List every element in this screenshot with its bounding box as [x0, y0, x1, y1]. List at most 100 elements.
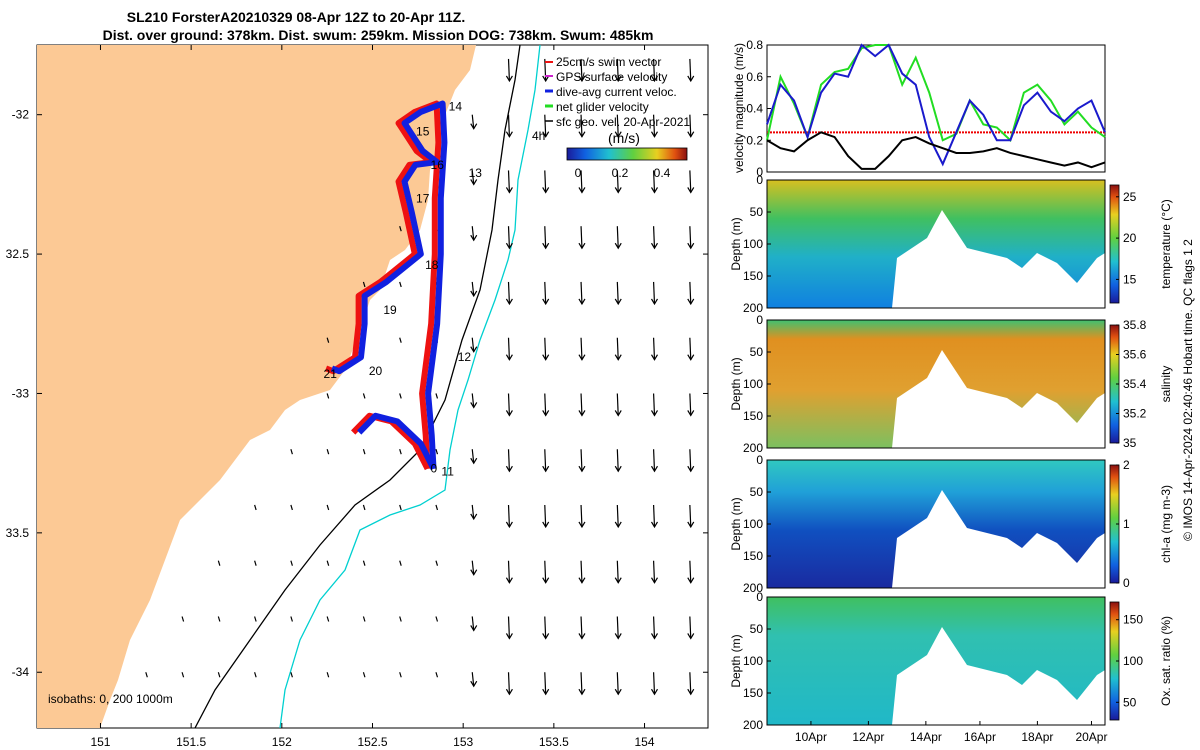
figure-subtitle: Dist. over ground: 378km. Dist. swum: 25…: [103, 27, 654, 43]
velocity-arrow: [614, 58, 622, 83]
seafloor: [767, 490, 1105, 588]
velocity-arrow: [470, 170, 478, 186]
velocity-arrow: [290, 672, 293, 678]
velocity-arrow: [326, 672, 330, 678]
section-panel-chl: 0 50 100 150 200 Depth (m) 0 1 2 chl-a (mg m-3): [729, 453, 1173, 595]
velocity-arrow: [435, 449, 439, 455]
velocity-arrow: [399, 616, 402, 622]
velocity-arrow: [470, 616, 478, 632]
velocity-arrow: [506, 3, 512, 25]
velocity-arrow: [399, 504, 402, 511]
waypoint-label: 20: [369, 364, 383, 378]
velocity-arrow: [650, 281, 659, 306]
legend-swim: 25cm/s swim vector: [556, 55, 661, 69]
velocity-arrow: [687, 226, 695, 250]
velocity-arrow: [362, 672, 366, 678]
velocity-arrow: [470, 337, 478, 353]
glider-track-blue: [330, 100, 448, 469]
map-xtick-label: 153: [453, 735, 473, 749]
velocity-arrow: [543, 3, 549, 25]
velocity-arrow: [290, 560, 293, 566]
velocity-arrow: [470, 226, 478, 242]
velocity-ytick-label: 0.6: [746, 70, 763, 84]
waypoint-label: 0: [431, 462, 438, 476]
velocity-ytick-label: 0.8: [746, 38, 763, 52]
velocity-arrow: [145, 672, 148, 678]
velocity-arrow: [435, 393, 439, 399]
velocity-arrow: [542, 114, 550, 138]
velocity-y-ticks: 0 0.2 0.4 0.6 0.8: [746, 38, 771, 179]
velocity-arrow: [505, 560, 513, 584]
colorbar-tick-label: 35.4: [1123, 377, 1147, 391]
velocity-arrow: [435, 616, 439, 622]
map-ytick-label: 33.5: [6, 526, 30, 540]
legend-net: net glider velocity: [556, 100, 649, 114]
waypoint-label: 13: [469, 166, 483, 180]
time-tick-label: 10Apr: [795, 730, 827, 744]
colorbar-label: temperature (°C): [1159, 199, 1173, 289]
isobath-200m: [279, 45, 541, 728]
section-ytick-label: 100: [743, 517, 763, 531]
velocity-arrow: [687, 449, 695, 473]
colorbar-label: Ox. sat. ratio (%): [1159, 616, 1173, 706]
waypoint-label: 11: [441, 465, 454, 479]
velocity-arrow: [650, 449, 659, 473]
velocity-arrow: [470, 672, 478, 688]
velocity-arrow: [614, 114, 622, 138]
velocity-arrow: [470, 393, 478, 409]
velocity-arrow: [326, 560, 330, 566]
velocity-arrow: [326, 504, 330, 511]
section-ytick-label: 200: [743, 441, 763, 455]
velocity-arrow: [505, 449, 513, 473]
colorbar-tick-04: 0.4: [654, 166, 671, 180]
velocity-arrow: [687, 616, 695, 640]
velocity-series-green: [766, 44, 1106, 143]
velocity-arrow: [542, 170, 550, 194]
velocity-arrow: [399, 281, 402, 288]
section-ytick-label: 50: [750, 205, 764, 219]
velocity-arrow: [505, 226, 513, 250]
colorbar-tick-label: 35: [1123, 436, 1137, 450]
velocity-arrow: [254, 672, 257, 678]
velocity-arrow: [578, 58, 586, 83]
velocity-arrow: [578, 337, 586, 361]
velocity-arrow: [254, 616, 257, 622]
figure-title: SL210 ForsterA20210329 08-Apr 12Z to 20-…: [127, 9, 466, 25]
section-ylabel: Depth (m): [729, 357, 743, 410]
time-axis: 10Apr 12Apr 14Apr 16Apr 18Apr 20Apr: [795, 721, 1107, 744]
speed-colorbar: [566, 147, 688, 161]
velocity-arrow: [362, 616, 366, 622]
seafloor: [767, 350, 1105, 448]
section-ytick-label: 50: [750, 345, 764, 359]
velocity-arrow: [362, 393, 366, 399]
map-xtick-label: 151: [90, 735, 110, 749]
velocity-arrow: [435, 560, 439, 566]
velocity-arrow: [362, 504, 366, 511]
map-xtick-label: 152.5: [357, 735, 387, 749]
velocity-arrow: [542, 281, 550, 306]
velocity-arrow: [688, 3, 694, 25]
velocity-arrow: [399, 560, 402, 566]
section-ytick-label: 150: [743, 409, 763, 423]
colorbar-tick-label: 150: [1123, 613, 1143, 627]
waypoint-label: 18: [425, 258, 439, 272]
velocity-arrow: [399, 672, 402, 678]
velocity-arrow: [505, 281, 513, 306]
section-panel-sal: 0 50 100 150 200 Depth (m) 35 35.2 35.4 35.6 35.8 s…: [729, 313, 1173, 455]
section-ytick-label: 100: [743, 377, 763, 391]
map-xtick-label: 154: [635, 735, 655, 749]
velocity-arrow: [542, 672, 550, 696]
waypoint-labels: 14 15 16 13 17 18 19 12 20 21 110: [324, 99, 483, 478]
velocity-arrow: [687, 337, 695, 361]
velocity-arrow: [687, 504, 695, 529]
velocity-arrow: [687, 114, 695, 138]
copyright-note: © IMOS 14-Apr-2024 02:40:46 Hobart time.…: [1181, 239, 1195, 541]
velocity-arrow: [614, 672, 622, 696]
colorbar-tick-label: 15: [1123, 272, 1137, 286]
velocity-ytick-label: 0.4: [746, 102, 763, 116]
map-ytick-label: -34: [12, 665, 30, 679]
colorbar-tick-label: 20: [1123, 231, 1137, 245]
waypoint-label: 15: [416, 124, 430, 138]
velocity-arrow: [578, 504, 586, 529]
